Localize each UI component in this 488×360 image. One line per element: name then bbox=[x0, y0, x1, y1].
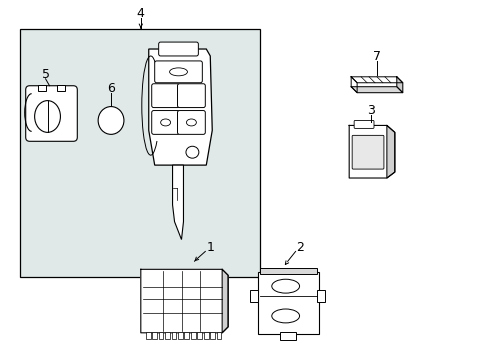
Polygon shape bbox=[350, 87, 402, 93]
Text: 4: 4 bbox=[137, 7, 144, 20]
Bar bbox=[317, 290, 325, 302]
Ellipse shape bbox=[271, 279, 299, 293]
FancyBboxPatch shape bbox=[154, 61, 202, 83]
Polygon shape bbox=[172, 165, 183, 239]
Ellipse shape bbox=[98, 107, 123, 134]
Bar bbox=[158, 332, 163, 339]
Ellipse shape bbox=[185, 146, 199, 158]
Bar bbox=[216, 332, 221, 339]
Text: 7: 7 bbox=[372, 50, 380, 63]
Bar bbox=[210, 332, 215, 339]
Bar bbox=[257, 272, 319, 334]
Bar bbox=[165, 332, 169, 339]
Text: 2: 2 bbox=[295, 241, 303, 254]
FancyBboxPatch shape bbox=[351, 135, 383, 169]
FancyBboxPatch shape bbox=[151, 84, 179, 108]
Bar bbox=[197, 332, 202, 339]
Ellipse shape bbox=[161, 119, 170, 126]
Bar bbox=[38, 85, 45, 91]
FancyBboxPatch shape bbox=[158, 42, 198, 56]
Bar bbox=[57, 85, 65, 91]
FancyBboxPatch shape bbox=[353, 121, 373, 129]
Text: 1: 1 bbox=[206, 241, 214, 254]
FancyBboxPatch shape bbox=[151, 111, 179, 134]
Text: 5: 5 bbox=[41, 68, 49, 81]
Ellipse shape bbox=[169, 68, 187, 76]
FancyBboxPatch shape bbox=[26, 86, 77, 141]
Ellipse shape bbox=[186, 119, 196, 126]
Bar bbox=[184, 332, 189, 339]
Polygon shape bbox=[348, 125, 394, 178]
Bar bbox=[279, 332, 295, 340]
Bar bbox=[203, 332, 208, 339]
Polygon shape bbox=[148, 49, 212, 165]
Polygon shape bbox=[386, 125, 394, 178]
Bar bbox=[259, 268, 317, 274]
Bar bbox=[178, 332, 183, 339]
Text: 6: 6 bbox=[107, 82, 115, 95]
Polygon shape bbox=[350, 77, 402, 83]
Polygon shape bbox=[141, 269, 228, 333]
Ellipse shape bbox=[271, 309, 299, 323]
Ellipse shape bbox=[35, 100, 61, 132]
Bar bbox=[249, 290, 257, 302]
FancyBboxPatch shape bbox=[177, 84, 205, 108]
Bar bbox=[20, 29, 259, 277]
Text: 3: 3 bbox=[366, 104, 374, 117]
Bar bbox=[145, 332, 150, 339]
FancyBboxPatch shape bbox=[177, 111, 205, 134]
Polygon shape bbox=[396, 77, 402, 93]
Polygon shape bbox=[222, 269, 228, 333]
Bar bbox=[152, 332, 157, 339]
Bar bbox=[171, 332, 176, 339]
Polygon shape bbox=[350, 77, 356, 93]
Bar bbox=[190, 332, 195, 339]
